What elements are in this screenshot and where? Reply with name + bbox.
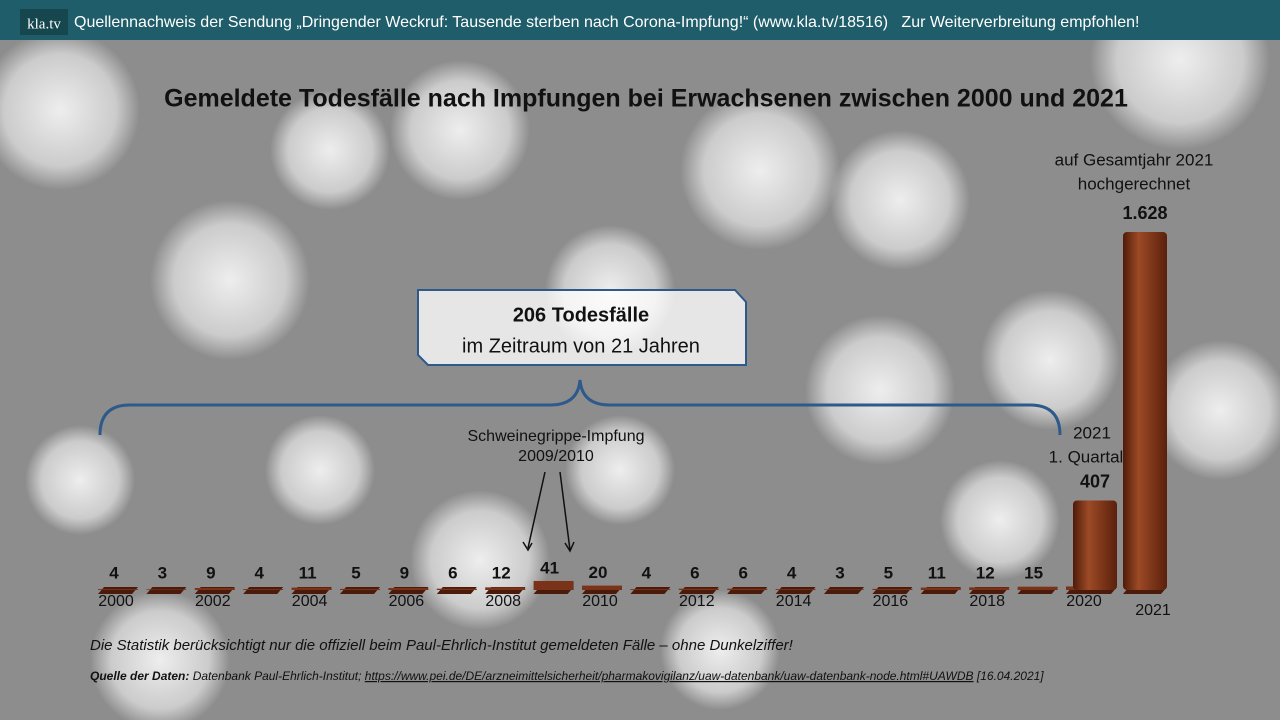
value-label: 4	[642, 563, 652, 582]
bar-base	[775, 587, 816, 594]
source: Quelle der Daten: Datenbank Paul-Ehrlich…	[90, 669, 1044, 683]
summary-box	[417, 289, 747, 366]
bar	[727, 588, 768, 590]
bar	[485, 587, 526, 590]
x-tick-label: 2000	[98, 593, 134, 610]
bar	[194, 588, 235, 590]
bar-base	[98, 587, 138, 594]
value-label: 12	[492, 563, 511, 582]
x-tick-label: 2014	[776, 593, 812, 610]
x-tick-label: 2021	[1135, 602, 1171, 619]
bar	[920, 587, 961, 590]
bar-base	[727, 587, 768, 594]
bar	[1017, 586, 1058, 590]
value-label: 9	[206, 563, 215, 582]
bar	[872, 588, 913, 590]
footnote: Die Statistik berücksichtigt nur die off…	[90, 637, 794, 654]
value-label: 4	[254, 563, 264, 582]
bar	[340, 588, 380, 590]
annotation: 1. Quartal	[1049, 447, 1124, 466]
bar	[533, 580, 574, 590]
annotation: hochgerechnet	[1078, 174, 1191, 193]
bar	[824, 589, 864, 590]
bar	[969, 587, 1010, 590]
bar	[678, 588, 719, 590]
value-label: 5	[351, 563, 360, 582]
bar-base	[436, 587, 477, 594]
value-label: 1.628	[1122, 203, 1167, 223]
x-tick-label: 2010	[582, 593, 618, 610]
bar	[388, 588, 429, 590]
bar	[630, 589, 671, 590]
summary-text: im Zeitraum von 21 Jahren	[462, 335, 700, 357]
plot: 4 2000 3 9 2002 4 11 2004 5 9 2006 6 12 2008 41 20 2010 4…	[98, 203, 1171, 619]
x-tick-label: 2002	[195, 593, 231, 610]
summary-title: 206 Todesfälle	[513, 304, 649, 326]
value-label: 4	[787, 563, 797, 582]
value-label: 5	[884, 563, 893, 582]
x-tick-label: 2020	[1066, 593, 1102, 610]
bar	[146, 589, 187, 590]
chart-title: Gemeldete Todesfälle nach Impfungen bei …	[164, 85, 1128, 113]
value-label: 41	[540, 558, 559, 577]
value-label: 15	[1024, 563, 1043, 582]
arrow-head	[522, 541, 575, 553]
bar	[1123, 232, 1167, 590]
banner	[0, 0, 1280, 40]
bar	[775, 589, 816, 590]
bar-base	[146, 587, 187, 594]
source-link: https://www.pei.de/DE/arzneimittelsicher…	[365, 669, 974, 683]
banner-text: Quellennachweis der Sendung „Dringender …	[74, 14, 1139, 31]
source-text: Datenbank Paul-Ehrlich-Institut;	[193, 669, 362, 683]
bar-base	[824, 587, 864, 594]
value-label: 12	[976, 563, 995, 582]
source-label: Quelle der Daten:	[90, 669, 189, 683]
x-tick-label: 2012	[679, 593, 715, 610]
bar-base	[340, 587, 380, 594]
value-label: 3	[158, 563, 167, 582]
x-tick-label: 2006	[389, 593, 425, 610]
logo-box	[20, 9, 68, 35]
value-label: 6	[690, 563, 699, 582]
bar-base	[630, 587, 671, 594]
x-tick-label: 2016	[873, 593, 909, 610]
value-label: 20	[589, 563, 608, 582]
bar	[98, 589, 138, 590]
x-tick-label: 2018	[969, 593, 1005, 610]
logo: kla.tv	[27, 16, 61, 32]
annotation: Schweinegrippe-Impfung	[468, 428, 645, 445]
x-tick-label: 2008	[485, 593, 521, 610]
bar	[291, 587, 332, 590]
source-date: [16.04.2021]	[976, 669, 1044, 683]
value-label: 4	[109, 563, 119, 582]
value-label: 6	[448, 563, 457, 582]
x-tick-label: 2004	[292, 593, 328, 610]
value-label: 3	[835, 563, 844, 582]
annotation: 2021	[1073, 423, 1111, 442]
bar	[1073, 500, 1117, 590]
annotation: 2009/2010	[518, 448, 594, 465]
bar	[436, 588, 477, 590]
value-label: 9	[400, 563, 409, 582]
value-label: 407	[1080, 471, 1110, 491]
bar-base	[872, 587, 913, 594]
value-label: 6	[738, 563, 747, 582]
arrow	[527, 471, 571, 551]
annotation: auf Gesamtjahr 2021	[1055, 150, 1214, 169]
value-label: 11	[928, 563, 946, 582]
brace	[98, 379, 1062, 436]
bar	[582, 585, 622, 590]
bar-base	[243, 587, 284, 594]
value-label: 11	[299, 563, 317, 582]
bar	[243, 589, 284, 590]
